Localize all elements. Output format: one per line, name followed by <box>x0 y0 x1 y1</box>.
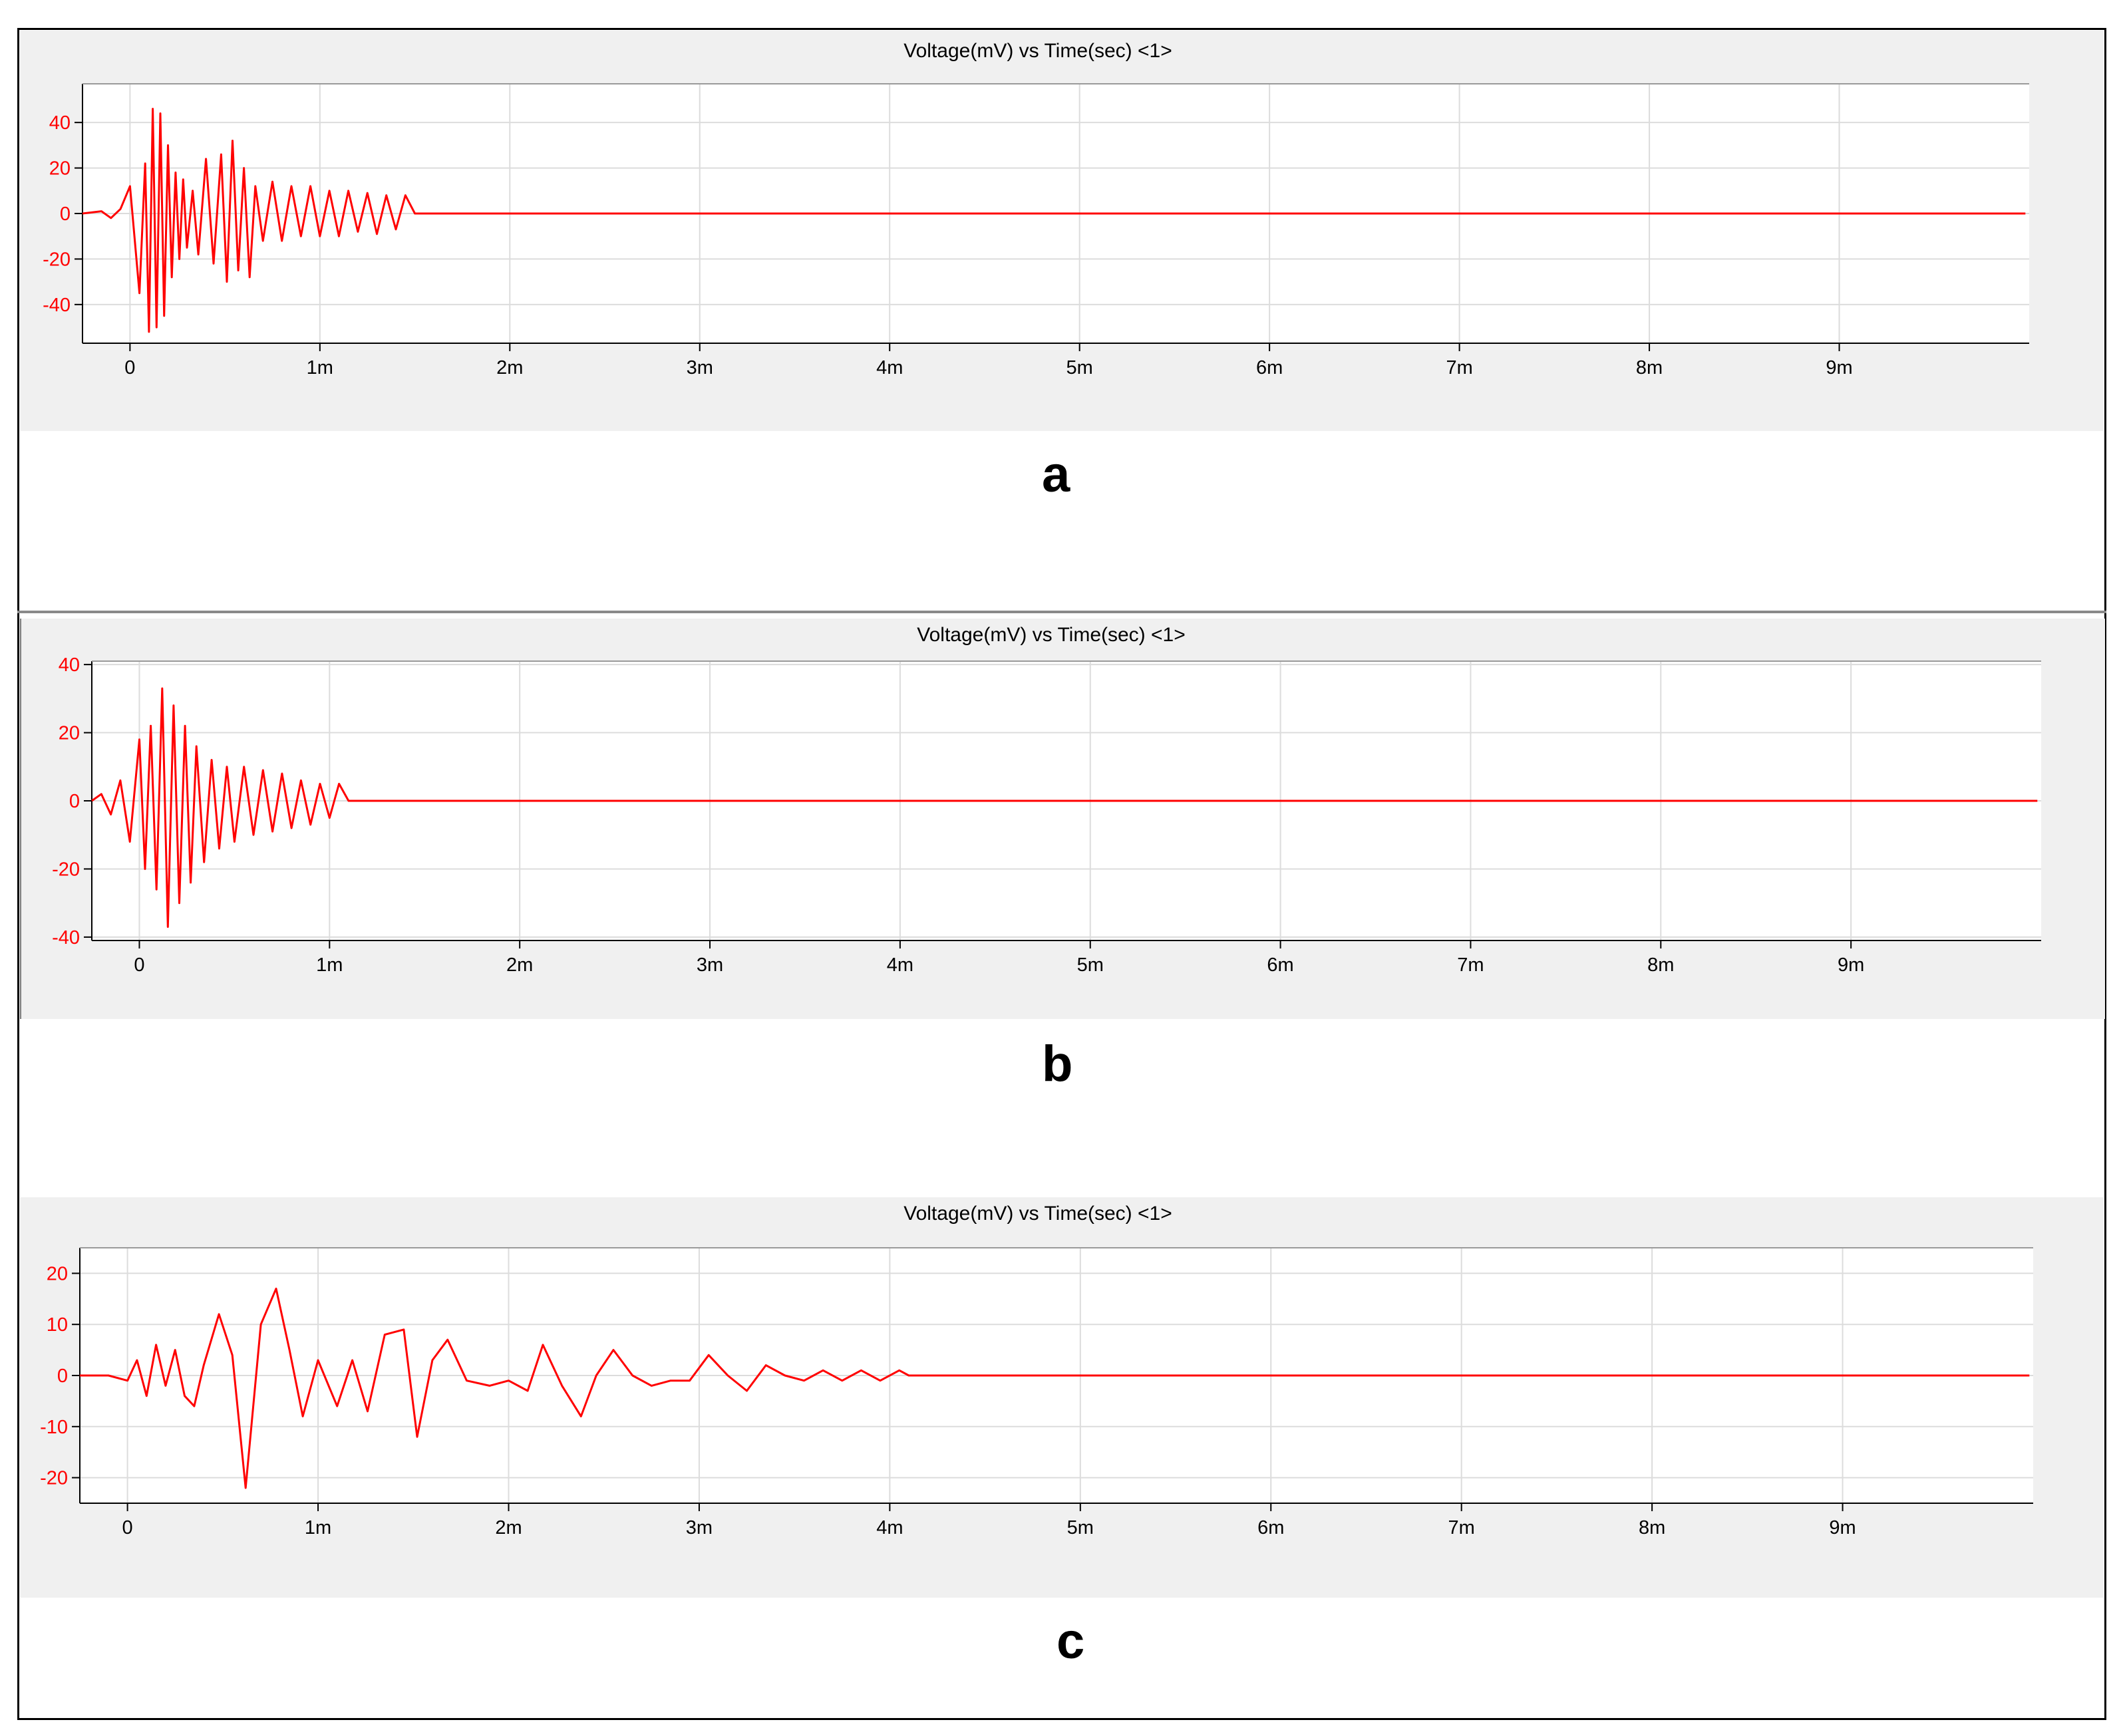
x-tick-label: 0 <box>124 357 135 378</box>
x-tick-label: 5m <box>1077 954 1104 976</box>
y-tick-label: 0 <box>57 1366 68 1387</box>
chart-a-svg: Voltage(mV) vs Time(sec) <1> 0 1m 2m 3m 4m 5m 6… <box>43 40 2029 378</box>
x-tick-label: 9m <box>1826 357 1852 378</box>
x-tick-label: 8m <box>1647 954 1674 976</box>
x-tick-label: 4m <box>876 357 903 378</box>
figure-frame <box>17 28 2106 1720</box>
y-tick-label: -20 <box>43 249 71 270</box>
x-tick-label: 6m <box>1256 357 1283 378</box>
series-line-0 <box>91 687 2038 928</box>
y-tick-label: 40 <box>59 654 80 676</box>
x-tick-label: 1m <box>305 1517 331 1538</box>
x-tick-label: 3m <box>687 357 713 378</box>
panel-label-c: c <box>1057 1613 1085 1669</box>
x-tick-label: 9m <box>1838 954 1864 976</box>
y-tick-label: 20 <box>49 158 71 180</box>
x-tick-label: 2m <box>506 954 533 976</box>
chart-b-svg: Voltage(mV) vs Time(sec) <1> 0 1m 2m 3m 4m 5m 6… <box>52 624 2041 976</box>
x-tick-label: 1m <box>316 954 343 976</box>
x-tick-label: 8m <box>1639 1517 1665 1538</box>
y-tick-label: -40 <box>43 295 71 316</box>
x-tick-label: 0 <box>134 954 144 976</box>
x-tick-label: 5m <box>1066 357 1093 378</box>
x-tick-label: 1m <box>307 357 333 378</box>
panel-divider <box>17 611 2106 613</box>
x-tick-label: 0 <box>122 1517 133 1538</box>
y-tick-label: -20 <box>40 1468 68 1489</box>
chart-panel-c: Voltage(mV) vs Time(sec) <1> 0 1m 2m 3m 4m 5m 6… <box>20 1197 2104 1598</box>
panel-label-b: b <box>1042 1036 1073 1092</box>
chart-panel-a: Voltage(mV) vs Time(sec) <1> 0 1m 2m 3m 4m 5m 6… <box>20 31 2104 431</box>
y-tick-label: 10 <box>47 1314 68 1336</box>
y-tick-label: -40 <box>52 927 80 948</box>
y-tick-label: -10 <box>40 1417 68 1438</box>
x-tick-label: 7m <box>1446 357 1472 378</box>
x-tick-label: 4m <box>887 954 913 976</box>
y-tick-label: 20 <box>47 1263 68 1284</box>
x-tick-label: 7m <box>1448 1517 1475 1538</box>
panel-label-a: a <box>1042 446 1070 503</box>
chart-title: Voltage(mV) vs Time(sec) <1> <box>903 40 1172 62</box>
x-tick-label: 9m <box>1829 1517 1856 1538</box>
x-tick-label: 6m <box>1257 1517 1284 1538</box>
x-tick-label: 5m <box>1067 1517 1094 1538</box>
chart-title: Voltage(mV) vs Time(sec) <1> <box>917 624 1185 646</box>
y-tick-label: 0 <box>60 204 71 225</box>
x-tick-label: 7m <box>1457 954 1484 976</box>
y-tick-label: 0 <box>69 791 80 812</box>
series-line-0 <box>80 1287 2030 1489</box>
chart-c-svg: Voltage(mV) vs Time(sec) <1> 0 1m 2m 3m 4m 5m 6… <box>40 1203 2033 1538</box>
chart-title: Voltage(mV) vs Time(sec) <1> <box>903 1203 1172 1225</box>
x-tick-label: 3m <box>686 1517 713 1538</box>
x-tick-label: 2m <box>495 1517 522 1538</box>
chart-panel-b: Voltage(mV) vs Time(sec) <1> 0 1m 2m 3m 4m 5m 6… <box>20 619 2105 1019</box>
x-tick-label: 6m <box>1267 954 1293 976</box>
x-tick-label: 3m <box>697 954 723 976</box>
x-tick-label: 2m <box>496 357 523 378</box>
series-line-0 <box>82 108 2026 333</box>
y-tick-label: -20 <box>52 859 80 880</box>
y-tick-label: 40 <box>49 112 71 134</box>
x-tick-label: 4m <box>876 1517 903 1538</box>
y-tick-label: 20 <box>59 723 80 744</box>
x-tick-label: 8m <box>1636 357 1663 378</box>
